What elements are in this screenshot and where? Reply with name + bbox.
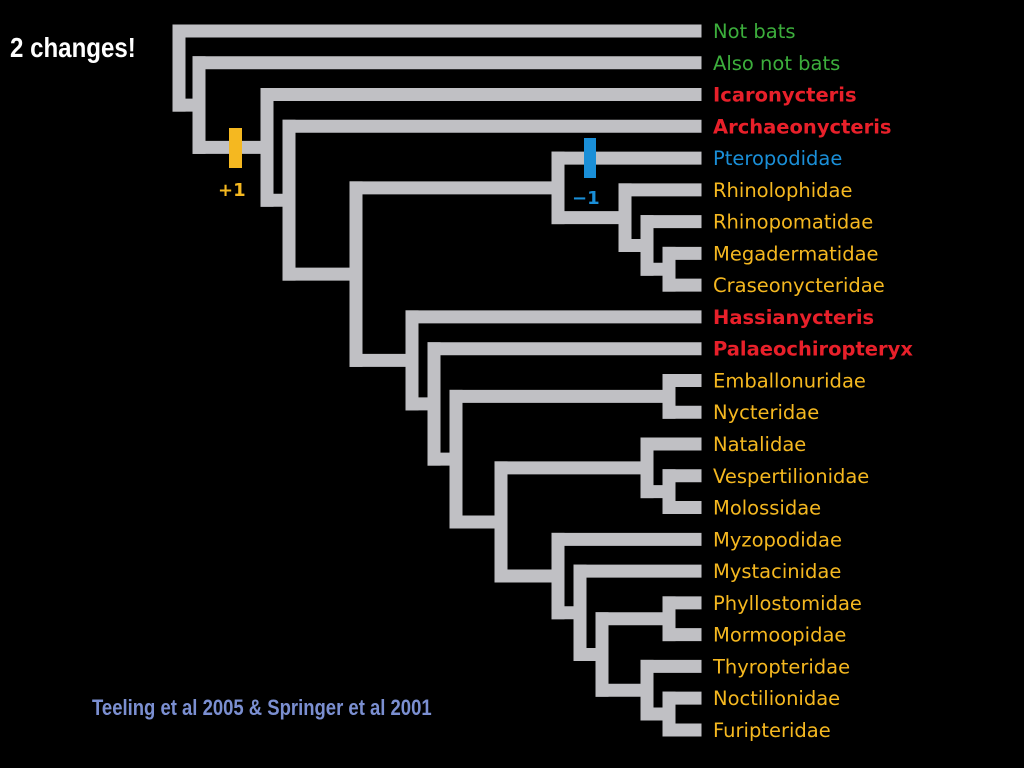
slide-title: 2 changes! (10, 32, 136, 63)
taxon-label-also-not-bats: Also not bats (713, 52, 840, 75)
taxon-label-pteropodidae: Pteropodidae (713, 147, 842, 170)
loss-marker-bar (584, 138, 596, 178)
taxon-label-emballonuridae: Emballonuridae (713, 369, 866, 392)
taxon-label-nycteridae: Nycteridae (713, 401, 819, 424)
taxon-label-icaronycteris: Icaronycteris (713, 84, 857, 107)
taxon-label-phyllostomidae: Phyllostomidae (713, 592, 862, 615)
gain-marker-bar (229, 128, 242, 168)
taxon-label-thyropteridae: Thyropteridae (712, 655, 850, 678)
taxon-label-craseonycteridae: Craseonycteridae (713, 274, 885, 297)
taxon-label-vespertilionidae: Vespertilionidae (713, 465, 869, 488)
taxon-label-myzopodidae: Myzopodidae (713, 528, 842, 551)
loss-marker-label: −1 (572, 188, 600, 209)
taxon-label-hassianycteris: Hassianycteris (713, 306, 874, 329)
taxon-label-mormoopidae: Mormoopidae (713, 624, 846, 647)
taxon-label-natalidae: Natalidae (713, 433, 806, 456)
taxon-label-rhinopomatidae: Rhinopomatidae (713, 211, 873, 234)
taxon-label-palaeochiropteryx: Palaeochiropteryx (713, 338, 913, 361)
taxon-label-molossidae: Molossidae (713, 497, 821, 520)
gain-marker-label: +1 (218, 180, 246, 201)
taxon-label-megadermatidae: Megadermatidae (713, 242, 879, 265)
taxon-label-archaeonycteris: Archaeonycteris (713, 115, 892, 138)
taxon-labels: Not bats Also not bats Icaronycteris Archae… (712, 20, 913, 742)
taxon-label-furipteridae: Furipteridae (713, 719, 831, 742)
taxon-label-rhinolophidae: Rhinolophidae (713, 179, 852, 202)
taxon-label-not-bats: Not bats (713, 20, 796, 43)
tree-branches (172, 24, 702, 737)
taxon-label-mystacinidae: Mystacinidae (713, 560, 841, 583)
citation: Teeling et al 2005 & Springer et al 2001 (92, 695, 432, 720)
taxon-label-noctilionidae: Noctilionidae (713, 687, 840, 710)
tree-markers: +1 −1 (218, 128, 600, 209)
